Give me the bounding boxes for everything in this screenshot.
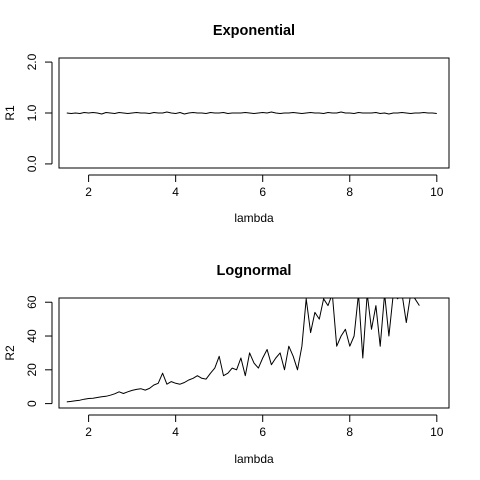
exponential-x-tick-label: 10 — [430, 185, 444, 199]
lognormal-chart-title: Lognormal — [217, 263, 292, 279]
exponential-x-tick-label: 6 — [259, 185, 266, 199]
exponential-y-axis-label: R1 — [3, 105, 17, 121]
lognormal-panel: Lognormal lambda R2 2 4 6 8 10 0 20 40 60 — [3, 263, 450, 466]
lognormal-series-line — [66, 298, 420, 403]
exponential-panel: Exponential lambda R1 2 4 6 8 10 0.0 1.0 2.0 — [3, 23, 450, 225]
exponential-y-tick-label: 1.0 — [25, 104, 39, 121]
lognormal-x-tick-label: 6 — [259, 425, 266, 439]
exponential-x-tick-label: 8 — [346, 185, 353, 199]
lognormal-x-tick-label: 8 — [346, 425, 353, 439]
lognormal-x-tick-label: 10 — [430, 425, 444, 439]
lognormal-y-tick-label: 0 — [25, 400, 39, 407]
lognormal-y-tick-label: 40 — [25, 329, 39, 343]
exponential-series-line — [66, 111, 437, 115]
lognormal-y-tick-label: 60 — [25, 295, 39, 309]
exponential-x-axis-label: lambda — [234, 211, 274, 225]
exponential-x-tick-label: 4 — [172, 185, 179, 199]
exponential-y-tick-label: 2.0 — [25, 53, 39, 70]
lognormal-y-tick-label: 20 — [25, 363, 39, 377]
exponential-chart-title: Exponential — [213, 23, 295, 39]
lognormal-x-axis-label: lambda — [234, 452, 274, 466]
exponential-y-tick-label: 0.0 — [25, 155, 39, 172]
lognormal-y-axis-label: R2 — [3, 345, 17, 361]
exponential-x-tick-label: 2 — [85, 185, 92, 199]
lognormal-plot-frame — [58, 297, 450, 409]
lognormal-x-tick-label: 4 — [172, 425, 179, 439]
lognormal-x-tick-label: 2 — [85, 425, 92, 439]
exponential-plot-frame — [58, 57, 450, 169]
